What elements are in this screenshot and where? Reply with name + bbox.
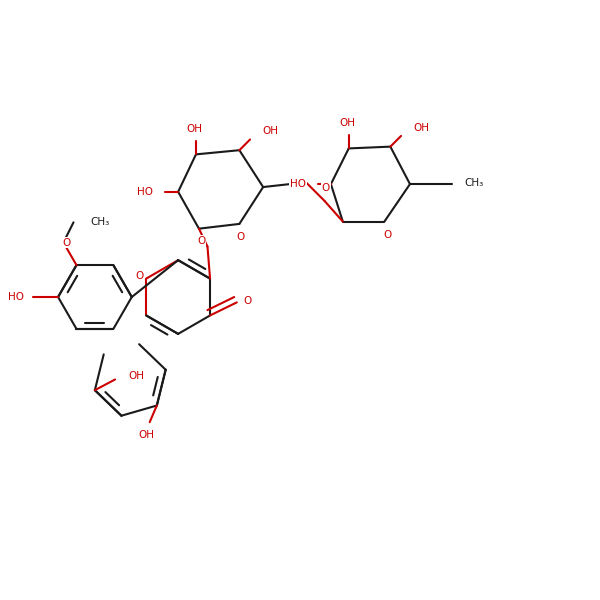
Text: O: O [197, 236, 206, 245]
Text: OH: OH [262, 126, 278, 136]
Text: HO: HO [8, 292, 24, 302]
Text: O: O [244, 296, 251, 306]
Text: CH₃: CH₃ [464, 178, 484, 188]
Text: O: O [383, 230, 392, 239]
Text: HO: HO [137, 187, 153, 197]
Text: OH: OH [413, 122, 429, 133]
Text: O: O [62, 238, 71, 248]
Text: O: O [322, 182, 329, 193]
Text: O: O [236, 232, 245, 242]
Text: OH: OH [187, 124, 203, 134]
Text: OH: OH [138, 430, 154, 440]
Text: OH: OH [340, 118, 356, 128]
Text: OH: OH [128, 371, 144, 381]
Text: HO: HO [290, 179, 306, 189]
Text: CH₃: CH₃ [90, 217, 109, 227]
Text: O: O [135, 271, 143, 281]
